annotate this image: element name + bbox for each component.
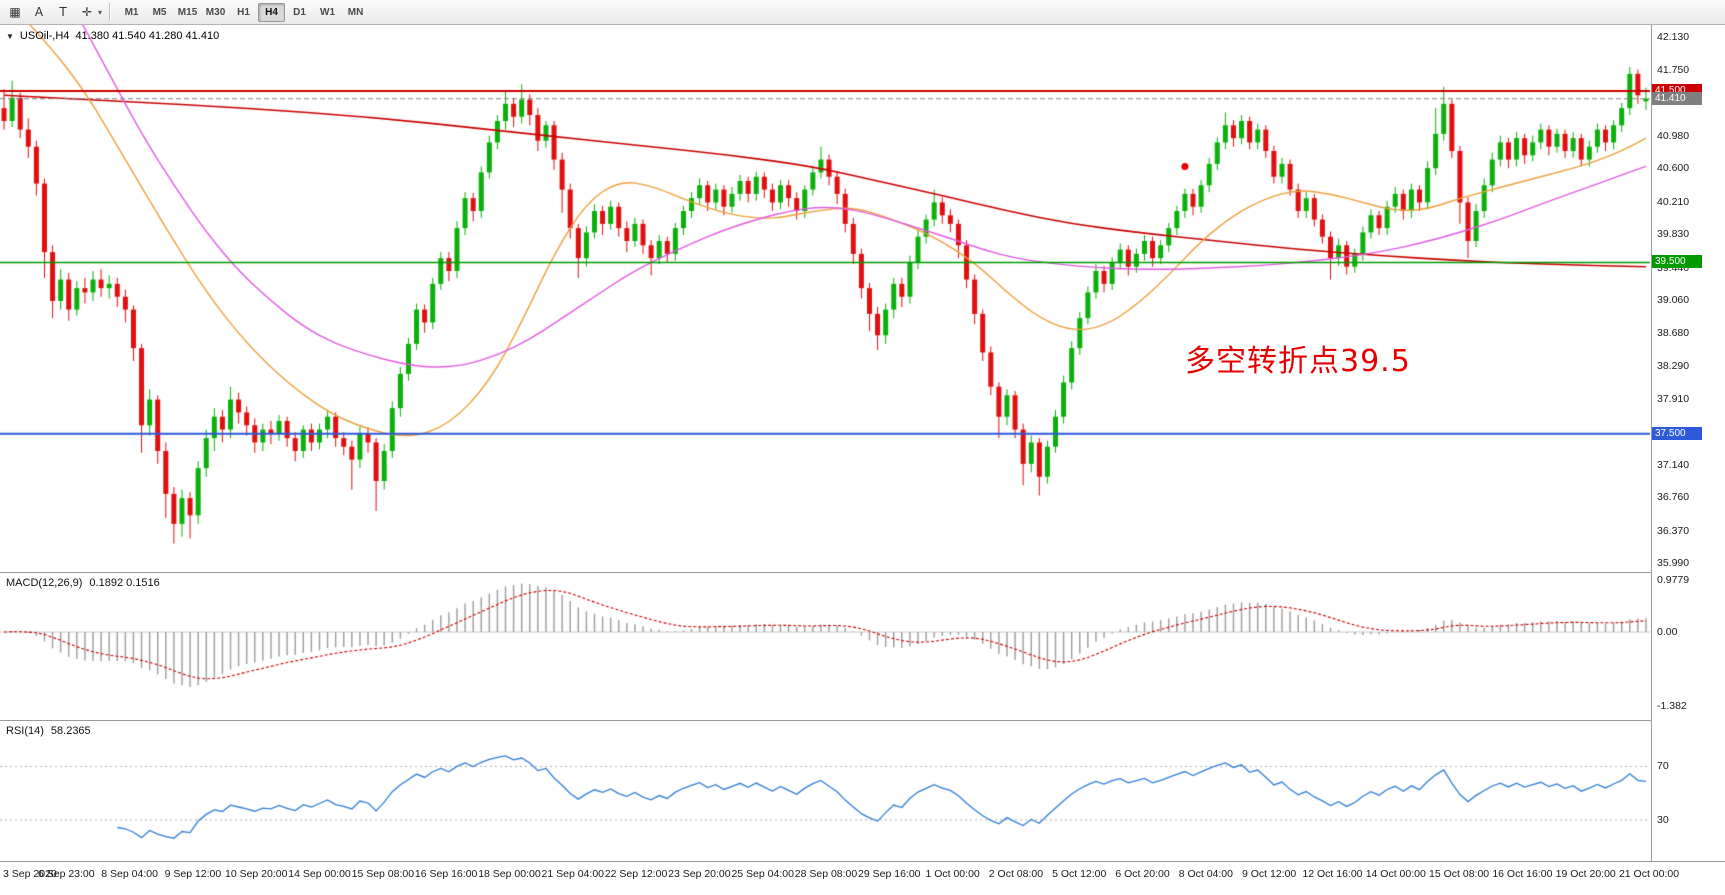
price-axis-label: 40.980: [1657, 129, 1690, 142]
macd-panel-label: MACD(12,26,9) 0.1892 0.1516: [6, 577, 160, 589]
time-axis-label: 9 Oct 12:00: [1241, 868, 1297, 880]
crosshair-tool-icon[interactable]: ✛: [76, 2, 98, 22]
price-axis-label: 39.830: [1657, 228, 1690, 241]
macd-name: MACD(12,26,9): [6, 577, 83, 589]
time-axis-label: 25 Sep 04:00: [731, 868, 794, 880]
symbol-info-bar[interactable]: ▼ USOil-,H4 41.380 41.540 41.280 41.410: [6, 30, 219, 42]
macd-axis-label: 0.00: [1657, 626, 1678, 639]
price-axis-label: 35.990: [1657, 557, 1690, 570]
rsi-axis-label: 30: [1657, 813, 1669, 826]
price-axis-label: 40.210: [1657, 195, 1690, 208]
time-axis-label: 14 Sep 00:00: [288, 868, 351, 880]
timeframe-button-H4[interactable]: H4: [258, 2, 286, 22]
time-axis-label: 5 Oct 12:00: [1052, 868, 1107, 880]
timeframe-button-M30[interactable]: M30: [202, 3, 229, 22]
timeframe-button-D1[interactable]: D1: [286, 3, 313, 22]
price-axis-label: 39.060: [1657, 294, 1690, 307]
chart-window-icon[interactable]: ▦: [4, 2, 26, 22]
time-axis-label: 18 Sep 00:00: [478, 868, 541, 880]
toolbar: ▦ A T ✛ ▾ M1 M5 M15 M30 H1 H4 D1 W1 MN: [0, 0, 1725, 25]
timeframe-button-M1[interactable]: M1: [118, 3, 145, 22]
timeframe-button-H1[interactable]: H1: [230, 3, 257, 22]
macd-axis-label: 0.9779: [1657, 573, 1690, 586]
time-axis-label: 19 Oct 20:00: [1555, 868, 1616, 880]
time-axis-label: 6 Oct 20:00: [1115, 868, 1170, 880]
annotate-a-icon[interactable]: A: [28, 2, 50, 22]
rsi-name: RSI(14): [6, 725, 44, 737]
timeframe-button-W1[interactable]: W1: [314, 3, 341, 22]
time-axis-label: 21 Sep 04:00: [541, 868, 605, 880]
price-axis-label: 37.910: [1657, 392, 1690, 405]
macd-rsi-splitter[interactable]: [0, 720, 1725, 721]
time-scale[interactable]: 3 Sep 2020 6 Sep 23:00 8 Sep 04:00 9 Sep 12…: [0, 861, 1725, 895]
dropdown-caret-icon[interactable]: ▾: [98, 7, 103, 17]
main-macd-splitter[interactable]: [0, 572, 1725, 573]
time-axis-label: 9 Sep 12:00: [164, 868, 222, 880]
time-axis-label: 16 Sep 16:00: [414, 868, 478, 880]
time-axis-label: 28 Sep 08:00: [794, 868, 858, 880]
time-axis-label: 8 Oct 04:00: [1178, 868, 1233, 880]
time-axis-label: 22 Sep 12:00: [604, 868, 668, 880]
symbol-expander-icon[interactable]: ▼: [6, 31, 14, 41]
time-axis-label: 12 Oct 16:00: [1302, 868, 1363, 880]
price-badge: 41.410: [1652, 91, 1702, 105]
price-scale[interactable]: 42.13041.75040.98040.60040.21039.83039.4…: [1651, 25, 1725, 861]
time-axis-label: 21 Oct 00:00: [1618, 868, 1680, 880]
pivot-annotation-text: 多空转折点39.5: [1185, 344, 1411, 379]
symbol-ohlc: 41.380 41.540 41.280 41.410: [75, 30, 220, 42]
timeframe-button-MN[interactable]: MN: [342, 3, 369, 22]
price-axis-label: 40.600: [1657, 162, 1690, 175]
price-axis-label: 38.290: [1657, 360, 1690, 373]
timeframe-button-M5[interactable]: M5: [146, 3, 173, 22]
timeframe-button-M15[interactable]: M15: [174, 3, 201, 22]
rsi-panel-label: RSI(14) 58.2365: [6, 725, 91, 737]
price-axis-label: 36.760: [1657, 491, 1690, 504]
price-badge: 37.500: [1652, 426, 1702, 440]
toolbar-separator: [109, 3, 112, 21]
symbol-title: USOil-,H4: [19, 30, 70, 42]
price-axis-label: 36.370: [1657, 524, 1690, 537]
time-axis-label: 8 Sep 04:00: [101, 868, 158, 880]
price-axis-label: 37.140: [1657, 458, 1690, 471]
rsi-axis-label: 70: [1657, 760, 1669, 773]
rsi-value: 58.2365: [50, 725, 91, 737]
time-axis-label: 15 Oct 08:00: [1429, 868, 1490, 880]
time-axis-label: 1 Oct 00:00: [925, 868, 980, 880]
macd-values: 0.1892 0.1516: [89, 577, 160, 589]
time-axis-label: 6 Sep 23:00: [37, 868, 95, 880]
price-axis-label: 38.680: [1657, 326, 1690, 339]
timeframe-group: M1 M5 M15 M30 H1 H4 D1 W1 MN: [118, 2, 369, 22]
price-badge: 39.500: [1652, 255, 1702, 269]
price-axis-label: 41.750: [1657, 63, 1690, 76]
time-axis-label: 2 Oct 08:00: [988, 868, 1044, 880]
text-tool-icon[interactable]: T: [52, 2, 74, 22]
time-axis-label: 15 Sep 08:00: [351, 868, 415, 880]
time-axis-label: 16 Oct 16:00: [1492, 868, 1553, 880]
time-axis-label: 23 Sep 20:00: [668, 868, 731, 880]
time-axis-label: 29 Sep 16:00: [858, 868, 921, 880]
time-axis-label: 10 Sep 20:00: [224, 868, 288, 880]
macd-axis-label: -1.382: [1657, 700, 1687, 713]
time-axis-label: 3 Sep 2020: [3, 868, 57, 880]
price-axis-label: 42.130: [1657, 31, 1690, 43]
time-axis-label: 14 Oct 00:00: [1365, 868, 1426, 880]
